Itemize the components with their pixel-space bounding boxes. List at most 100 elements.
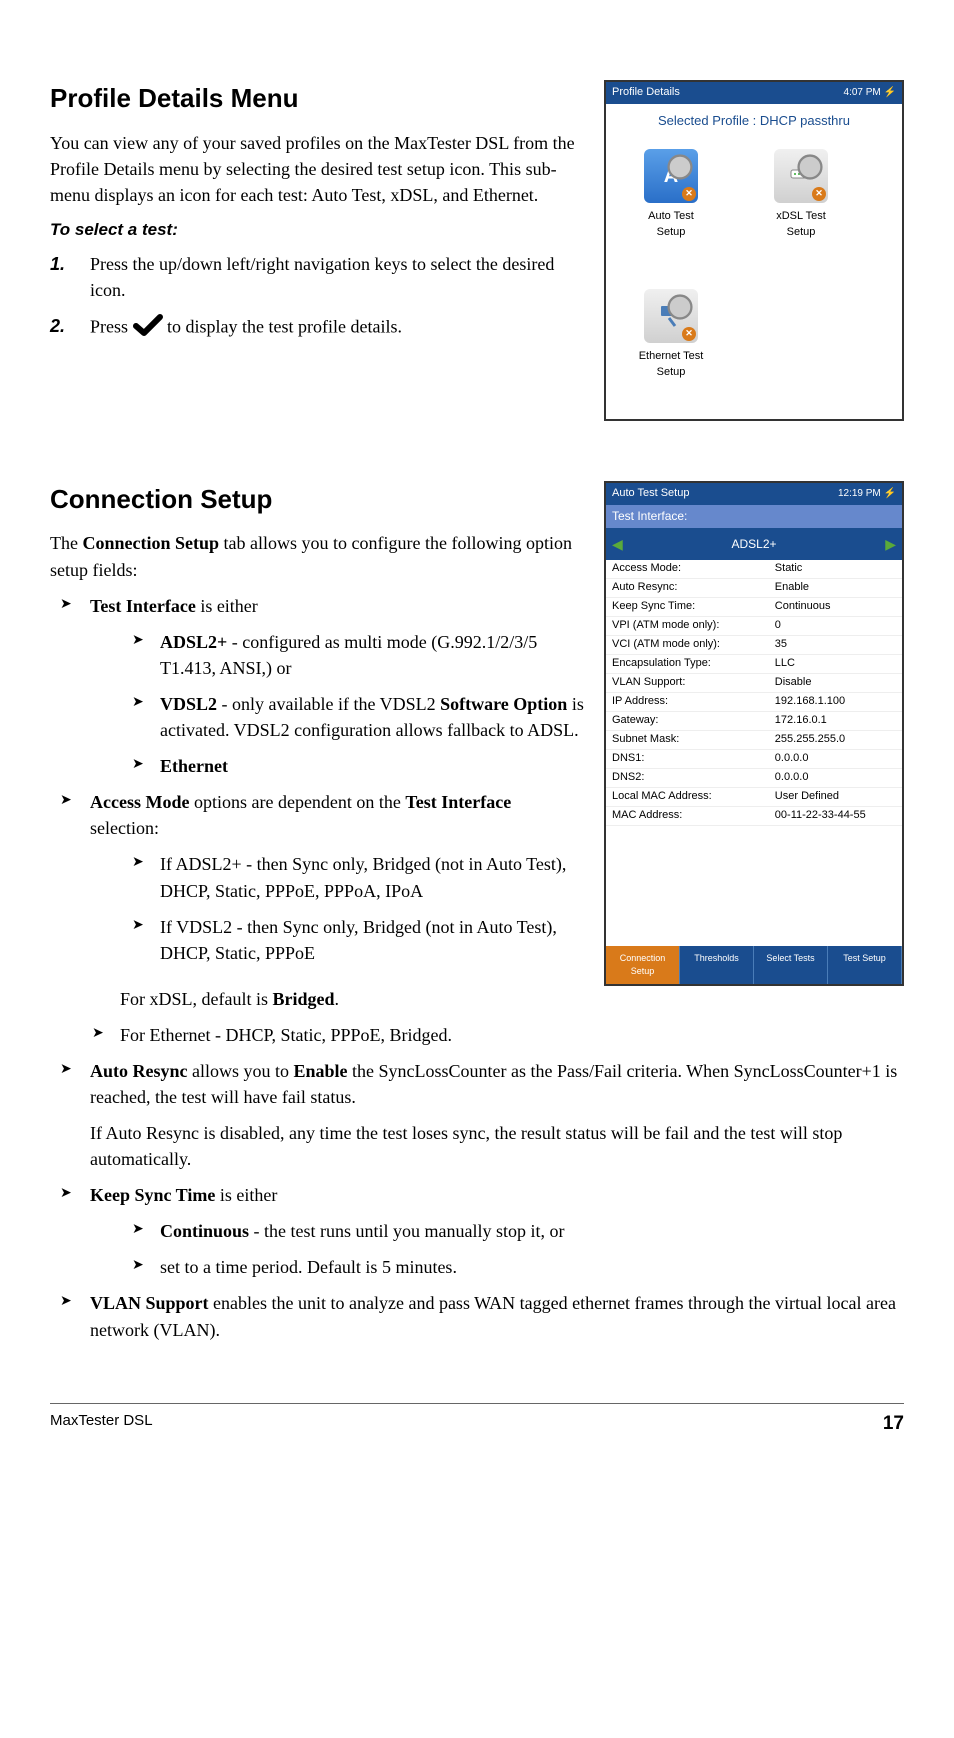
gear-icon [664, 151, 696, 183]
clock-text: 12:19 PM ⚡ [838, 487, 896, 502]
right-arrow-icon[interactable]: ▶ [885, 534, 896, 554]
gear-icon [664, 291, 696, 323]
clock-text: 4:07 PM ⚡ [844, 86, 896, 101]
window-title: Auto Test Setup [612, 486, 689, 502]
setting-label: Encapsulation Type: [606, 655, 769, 674]
xdsl-default-note: For xDSL, default is Bridged. [50, 986, 904, 1012]
am-adsl-item: If ADSL2+ - then Sync only, Bridged (not… [90, 851, 584, 903]
setting-label: Subnet Mask: [606, 730, 769, 749]
settings-row[interactable]: Local MAC Address:User Defined [606, 787, 902, 806]
ethernet-test-setup-icon[interactable]: ✕ Ethernet Test Setup [626, 289, 716, 399]
setting-label: DNS1: [606, 749, 769, 768]
setting-label: Auto Resync: [606, 579, 769, 598]
settings-row[interactable]: DNS1:0.0.0.0 [606, 749, 902, 768]
test-interface-item: Test Interface is either ADSL2+ - config… [50, 593, 584, 780]
window-titlebar: Profile Details 4:07 PM ⚡ [606, 82, 902, 104]
auto-resync-note: If Auto Resync is disabled, any time the… [90, 1120, 904, 1172]
settings-row[interactable]: DNS2:0.0.0.0 [606, 768, 902, 787]
setting-value: 35 [769, 636, 902, 655]
setting-value: 172.16.0.1 [769, 711, 902, 730]
product-name: MaxTester DSL [50, 1410, 153, 1438]
setting-label: IP Address: [606, 692, 769, 711]
setting-value: 00-11-22-33-44-55 [769, 806, 902, 825]
setting-value: Disable [769, 674, 902, 693]
vdsl2-item: VDSL2 - only available if the VDSL2 Soft… [90, 691, 584, 743]
setting-value: 255.255.255.0 [769, 730, 902, 749]
bottom-tabs: Connection SetupThresholdsSelect TestsTe… [606, 946, 902, 984]
field-header: Test Interface: [606, 505, 902, 528]
vlan-support-item: VLAN Support enables the unit to analyze… [50, 1290, 904, 1342]
xdsl-test-setup-icon[interactable]: ✕ xDSL Test Setup [756, 149, 846, 259]
step-2: 2. Press to display the test profile det… [50, 313, 584, 344]
am-ethernet-item: For Ethernet - DHCP, Static, PPPoE, Brid… [50, 1022, 904, 1048]
profile-details-screenshot: Profile Details 4:07 PM ⚡ Selected Profi… [604, 80, 904, 421]
settings-row[interactable]: VLAN Support:Disable [606, 674, 902, 693]
icon-label: Ethernet Test Setup [626, 349, 716, 381]
left-arrow-icon[interactable]: ◀ [612, 534, 623, 554]
settings-row[interactable]: Keep Sync Time:Continuous [606, 598, 902, 617]
settings-row[interactable]: IP Address:192.168.1.100 [606, 692, 902, 711]
icon-label: xDSL Test Setup [756, 209, 846, 241]
setting-value: User Defined [769, 787, 902, 806]
settings-row[interactable]: Subnet Mask:255.255.255.0 [606, 730, 902, 749]
adsl2-item: ADSL2+ - configured as multi mode (G.992… [90, 629, 584, 681]
setting-label: VCI (ATM mode only): [606, 636, 769, 655]
auto-test-setup-screenshot: Auto Test Setup 12:19 PM ⚡ Test Interfac… [604, 481, 904, 986]
icon-label: Auto Test Setup [626, 209, 716, 241]
settings-row[interactable]: Access Mode:Static [606, 560, 902, 578]
intro-text: The Connection Setup tab allows you to c… [50, 530, 584, 582]
settings-row[interactable]: VCI (ATM mode only):35 [606, 636, 902, 655]
setting-value: 0 [769, 617, 902, 636]
setting-label: Access Mode: [606, 560, 769, 578]
ethernet-item: Ethernet [90, 753, 584, 779]
settings-row[interactable]: Encapsulation Type:LLC [606, 655, 902, 674]
setting-value: Static [769, 560, 902, 578]
setting-label: Gateway: [606, 711, 769, 730]
settings-row[interactable]: MAC Address:00-11-22-33-44-55 [606, 806, 902, 825]
tab-thresholds[interactable]: Thresholds [680, 946, 754, 984]
continuous-item: Continuous - the test runs until you man… [90, 1218, 904, 1244]
to-select-heading: To select a test: [50, 218, 584, 243]
interface-selector[interactable]: ◀ ADSL2+ ▶ [606, 528, 902, 560]
setting-label: VLAN Support: [606, 674, 769, 693]
section-title: Connection Setup [50, 481, 584, 519]
setting-label: MAC Address: [606, 806, 769, 825]
settings-row[interactable]: VPI (ATM mode only):0 [606, 617, 902, 636]
access-mode-item: Access Mode options are dependent on the… [50, 789, 584, 966]
setting-label: DNS2: [606, 768, 769, 787]
settings-table: Access Mode:StaticAuto Resync:EnableKeep… [606, 560, 902, 825]
step-text: Press the up/down left/right navigation … [90, 254, 554, 300]
am-vdsl-item: If VDSL2 - then Sync only, Bridged (not … [90, 914, 584, 966]
selected-profile-label: Selected Profile : DHCP passthru [606, 104, 902, 139]
step-number: 1. [50, 251, 65, 277]
setting-label: Local MAC Address: [606, 787, 769, 806]
keep-sync-item: Keep Sync Time is either Continuous - th… [50, 1182, 904, 1280]
setting-value: 0.0.0.0 [769, 768, 902, 787]
settings-row[interactable]: Auto Resync:Enable [606, 579, 902, 598]
x-badge-icon: ✕ [682, 327, 696, 341]
window-titlebar: Auto Test Setup 12:19 PM ⚡ [606, 483, 902, 505]
step-text: Press [90, 316, 133, 336]
setting-value: Enable [769, 579, 902, 598]
intro-text: You can view any of your saved profiles … [50, 130, 584, 208]
setting-value: Continuous [769, 598, 902, 617]
setting-label: VPI (ATM mode only): [606, 617, 769, 636]
checkmark-icon [133, 313, 163, 344]
tab-select-tests[interactable]: Select Tests [754, 946, 828, 984]
tab-connection-setup[interactable]: Connection Setup [606, 946, 680, 984]
auto-resync-item: Auto Resync allows you to Enable the Syn… [50, 1058, 904, 1172]
setting-value: 0.0.0.0 [769, 749, 902, 768]
auto-test-setup-icon[interactable]: A ✕ Auto Test Setup [626, 149, 716, 259]
x-badge-icon: ✕ [812, 187, 826, 201]
step-1: 1. Press the up/down left/right navigati… [50, 251, 584, 303]
gear-icon [794, 151, 826, 183]
window-title: Profile Details [612, 85, 680, 101]
page-number: 17 [883, 1410, 904, 1438]
setting-value: 192.168.1.100 [769, 692, 902, 711]
time-period-item: set to a time period. Default is 5 minut… [90, 1254, 904, 1280]
step-text: to display the test profile details. [167, 316, 402, 336]
tab-test-setup[interactable]: Test Setup [828, 946, 902, 984]
setting-value: LLC [769, 655, 902, 674]
setting-label: Keep Sync Time: [606, 598, 769, 617]
settings-row[interactable]: Gateway:172.16.0.1 [606, 711, 902, 730]
